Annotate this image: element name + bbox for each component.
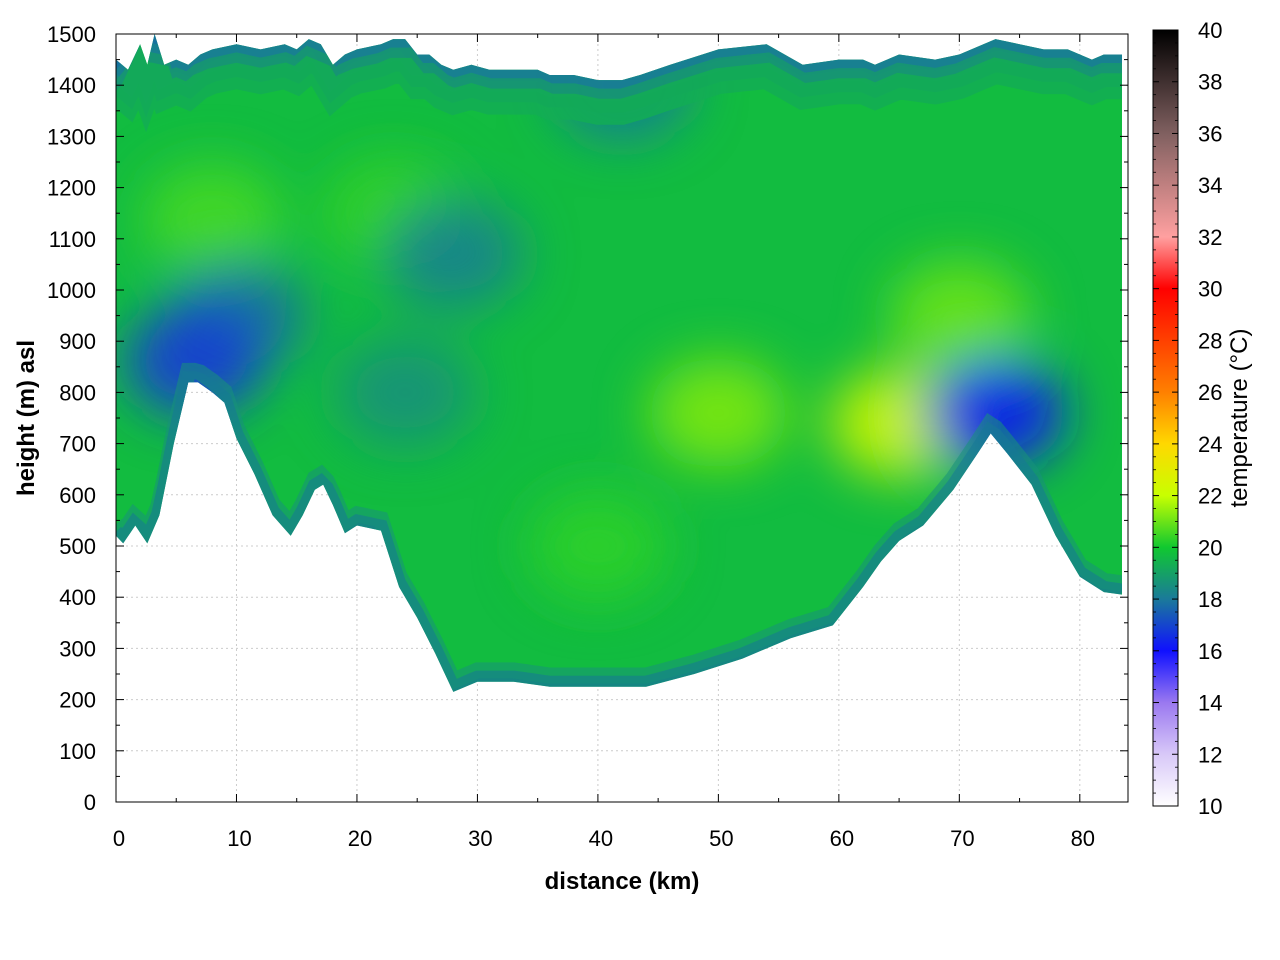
- y-tick-label: 400: [59, 585, 96, 610]
- x-axis-label: distance (km): [545, 868, 700, 895]
- y-tick-label: 300: [59, 636, 96, 661]
- colorbar-label: temperature (°C): [1226, 329, 1253, 508]
- colorbar-tick-label: 12: [1198, 742, 1222, 767]
- field-blobs: [124, 34, 1066, 601]
- x-tick-label: 0: [113, 826, 125, 851]
- y-tick-label: 100: [59, 739, 96, 764]
- y-tick-label: 900: [59, 329, 96, 354]
- x-tick-label: 40: [589, 826, 613, 851]
- colorbar-tick-label: 10: [1198, 794, 1222, 819]
- colorbar-tick-label: 18: [1198, 587, 1222, 612]
- y-tick-label: 600: [59, 483, 96, 508]
- x-tick-label: 70: [950, 826, 974, 851]
- colorbar-gradient: [1152, 29, 1179, 807]
- terrain-band-1: [116, 362, 1122, 692]
- colorbar-tick-label: 32: [1198, 225, 1222, 250]
- x-tick-label: 50: [709, 826, 733, 851]
- y-tick-label: 1000: [47, 278, 96, 303]
- y-tick-label: 1300: [47, 124, 96, 149]
- temperature-feature: [925, 357, 1066, 468]
- colorbar-ticks: 10 12 14 16 18 20 22 24 26 28 30 32 34 36 38 40: [1153, 18, 1222, 819]
- colorbar-tick-label: 38: [1198, 70, 1222, 95]
- y-tick-label: 0: [84, 790, 96, 815]
- colorbar-tick-label: 30: [1198, 277, 1222, 302]
- y-tick-label: 200: [59, 688, 96, 713]
- colorbar-tick-label: 22: [1198, 484, 1222, 509]
- colorbar-tick-label: 34: [1198, 173, 1222, 198]
- x-tick-label: 10: [227, 826, 251, 851]
- colorbar-tick-label: 28: [1198, 328, 1222, 353]
- y-axis: 0 100 200 300 400 500 600 700 800 900 1000 1100 1200…: [47, 22, 1128, 815]
- y-axis-label: height (m) asl: [13, 340, 40, 496]
- temperature-feature: [142, 163, 283, 274]
- x-tick-label: 60: [830, 826, 854, 851]
- temperature-feature: [383, 199, 524, 310]
- y-tick-label: 700: [59, 432, 96, 457]
- colorbar: 10 12 14 16 18 20 22 24 26 28 30 32 34 36 38 40: [1152, 18, 1222, 819]
- y-tick-label: 1100: [49, 227, 96, 252]
- x-tick-label: 20: [348, 826, 372, 851]
- colorbar-tick-label: 40: [1198, 18, 1222, 43]
- colorbar-tick-label: 14: [1198, 691, 1222, 716]
- y-tick-label: 500: [59, 534, 96, 559]
- colorbar-tick-label: 20: [1198, 535, 1222, 560]
- colorbar-tick-label: 36: [1198, 121, 1222, 146]
- temperature-feature: [527, 491, 668, 601]
- x-axis: 0 10 20 30 40 50 60 70 80: [113, 34, 1095, 851]
- temperature-feature: [648, 357, 789, 468]
- y-tick-label: 800: [59, 380, 96, 405]
- x-tick-label: 80: [1071, 826, 1095, 851]
- y-tick-label: 1400: [47, 73, 96, 98]
- colorbar-tick-label: 26: [1198, 380, 1222, 405]
- y-tick-label: 1500: [47, 22, 96, 47]
- upper-band-3: [116, 41, 1122, 133]
- temperature-feature: [335, 337, 476, 448]
- y-tick-label: 1200: [47, 176, 96, 201]
- colorbar-tick-label: 16: [1198, 639, 1222, 664]
- x-tick-label: 30: [468, 826, 492, 851]
- colorbar-tick-label: 24: [1198, 432, 1222, 457]
- temperature-feature: [889, 260, 1030, 371]
